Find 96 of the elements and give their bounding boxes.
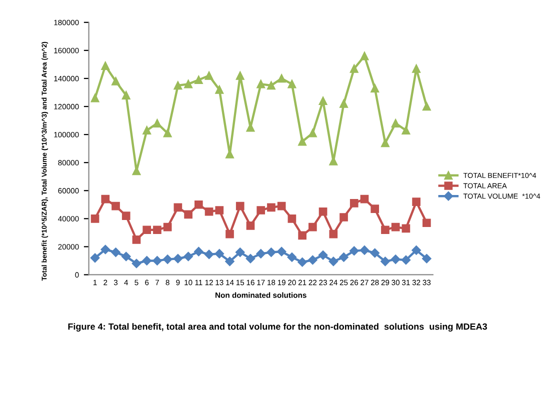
point [318, 250, 328, 260]
point [381, 226, 390, 234]
point [381, 138, 390, 148]
point [122, 91, 130, 100]
point [132, 258, 142, 268]
point [380, 256, 390, 266]
point [370, 248, 380, 258]
point [256, 80, 266, 88]
point [246, 221, 255, 230]
point [215, 86, 224, 94]
point [328, 256, 338, 266]
point [215, 206, 224, 214]
point [298, 231, 306, 240]
point [204, 250, 214, 260]
point [298, 257, 307, 267]
point [256, 206, 266, 214]
point [204, 71, 214, 80]
point [142, 126, 152, 134]
point [390, 254, 400, 264]
point [112, 202, 120, 210]
point [90, 253, 100, 263]
point [277, 202, 286, 210]
point [422, 218, 431, 228]
point [100, 244, 110, 254]
point [412, 198, 420, 206]
point [225, 256, 234, 266]
point [339, 252, 348, 262]
point [360, 52, 369, 60]
point [236, 202, 244, 210]
point [194, 200, 203, 209]
point [412, 64, 420, 73]
point [256, 249, 266, 258]
point [401, 255, 411, 265]
point [308, 255, 318, 265]
point [246, 254, 256, 264]
point [402, 224, 410, 233]
point [236, 71, 244, 80]
point [142, 256, 152, 266]
point [350, 64, 358, 73]
point [288, 214, 296, 223]
point [153, 119, 162, 128]
point [226, 230, 234, 238]
point [214, 249, 224, 258]
point [287, 252, 297, 262]
point [277, 74, 286, 83]
point [308, 222, 317, 232]
point [174, 81, 182, 90]
point [163, 222, 172, 232]
point [184, 252, 193, 262]
point [101, 62, 110, 70]
point [142, 226, 152, 234]
caption: Figure 4: Total benefit, total area and total volume for the non-dominated solutions using MDEA3 [68, 323, 488, 332]
point [370, 204, 380, 214]
point [350, 246, 359, 256]
point [163, 128, 172, 138]
point [235, 248, 245, 257]
point [173, 254, 183, 264]
point [152, 256, 162, 266]
point [184, 80, 192, 88]
point [90, 214, 100, 223]
point [112, 77, 120, 86]
point [318, 96, 328, 106]
point [288, 80, 296, 88]
point [370, 84, 380, 92]
point [308, 128, 317, 138]
point [122, 212, 130, 220]
point [184, 210, 192, 219]
point [204, 207, 214, 216]
point [350, 199, 358, 208]
point [132, 236, 141, 244]
point [412, 246, 421, 255]
point [329, 230, 338, 238]
point [402, 126, 410, 134]
point [298, 137, 306, 146]
point [174, 203, 182, 212]
point [360, 194, 369, 204]
point [318, 207, 328, 216]
point [153, 226, 162, 234]
point [360, 246, 370, 255]
point [340, 100, 348, 108]
point [90, 94, 100, 102]
point [194, 76, 203, 84]
point [121, 252, 131, 262]
point [266, 248, 276, 257]
point [267, 81, 276, 90]
point [391, 119, 400, 128]
point [162, 254, 172, 264]
point [111, 248, 120, 257]
point [276, 246, 286, 256]
point [391, 222, 400, 232]
point [422, 254, 432, 264]
point [340, 213, 348, 222]
point [422, 102, 431, 111]
point [267, 203, 276, 212]
point [194, 246, 204, 256]
point [101, 194, 110, 204]
